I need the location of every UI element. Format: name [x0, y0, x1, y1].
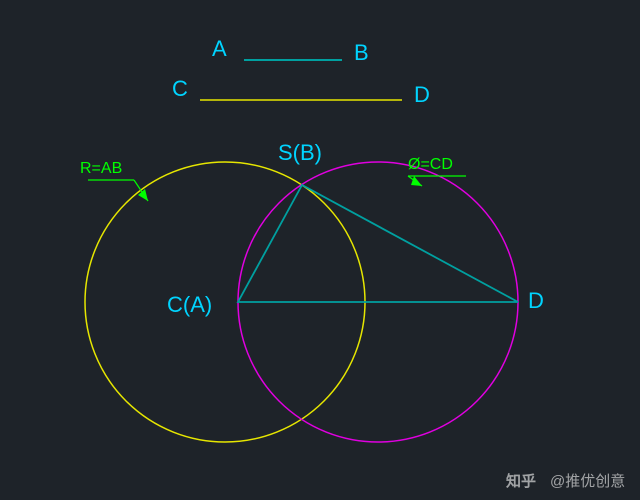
- label-b: B: [354, 40, 369, 66]
- label-a: A: [212, 36, 227, 62]
- geometry-svg: [0, 0, 640, 500]
- annotation-rab: R=AB: [80, 160, 122, 178]
- annotation-ocd: Ø=CD: [408, 156, 453, 174]
- diagram-canvas: A B C D S(B) C(A) D R=AB Ø=CD 知乎 @推优创意: [0, 0, 640, 500]
- label-d2: D: [528, 288, 544, 314]
- leader-rab: [88, 180, 148, 201]
- label-sb: S(B): [278, 140, 322, 166]
- label-ca: C(A): [167, 292, 212, 318]
- label-d: D: [414, 82, 430, 108]
- watermark-author: @推优创意: [550, 470, 625, 491]
- label-c: C: [172, 76, 188, 102]
- watermark-brand: 知乎: [506, 470, 536, 491]
- leader-ocd: [408, 176, 466, 186]
